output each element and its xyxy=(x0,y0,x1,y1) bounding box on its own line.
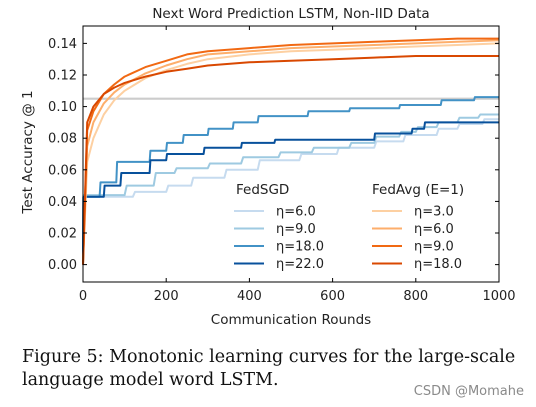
y-tick-label: 0.12 xyxy=(48,68,77,83)
legend-label: η=9.0 xyxy=(414,240,454,255)
caption-line-1: Figure 5: Monotonic learning curves for … xyxy=(22,347,516,367)
legend-title: FedSGD xyxy=(236,182,289,198)
y-tick-label: 0.14 xyxy=(48,37,77,52)
y-tick-label: 0.06 xyxy=(48,163,77,178)
legend-title: FedAvg (E=1) xyxy=(372,182,464,198)
y-tick-label: 0.08 xyxy=(48,132,77,147)
legend-label: η=18.0 xyxy=(414,257,462,272)
caption-line-2: language model word LSTM. xyxy=(22,370,279,390)
legend-label: η=9.0 xyxy=(276,222,316,237)
x-tick-label: 600 xyxy=(320,289,345,304)
series-line-0 xyxy=(82,118,499,265)
y-axis-label: Test Accuracy @ 1 xyxy=(20,90,36,214)
x-tick-label: 400 xyxy=(237,289,262,304)
y-tick-label: 0.10 xyxy=(48,100,77,115)
legend-label: η=3.0 xyxy=(414,205,454,220)
series-line-3 xyxy=(82,121,499,265)
legend-label: η=18.0 xyxy=(276,240,324,255)
x-tick-label: 800 xyxy=(403,289,428,304)
chart-title: Next Word Prediction LSTM, Non-IID Data xyxy=(152,6,429,22)
axes: 0 200 400 600 800 1000 0.00 0.02 0.04 0.06 0.08 0.1… xyxy=(48,25,516,304)
x-tick-label: 200 xyxy=(154,289,179,304)
x-tick-label: 1000 xyxy=(482,289,515,304)
y-tick-label: 0.00 xyxy=(48,258,77,273)
y-tick-label: 0.02 xyxy=(48,227,77,242)
legend-label: η=6.0 xyxy=(276,205,316,220)
series-line-4 xyxy=(82,42,500,265)
chart: Next Word Prediction LSTM, Non-IID Data … xyxy=(20,6,516,328)
series-line-7 xyxy=(82,55,499,265)
y-tick-label: 0.04 xyxy=(48,195,77,210)
plot-area xyxy=(82,37,500,265)
x-axis-label: Communication Rounds xyxy=(211,312,371,328)
legend-label: η=22.0 xyxy=(276,257,324,272)
plot-frame xyxy=(82,25,500,283)
x-tick-label: 0 xyxy=(79,289,87,304)
series-line-2 xyxy=(82,96,499,265)
figure-caption: Figure 5: Monotonic learning curves for … xyxy=(22,346,534,392)
series-line-5 xyxy=(82,39,500,265)
watermark-text: CSDN @Momahe xyxy=(413,384,524,399)
legend-label: η=6.0 xyxy=(414,222,454,237)
legend: FedSGD η=6.0 η=9.0 η=18.0 η=22.0 FedAvg (E=1)… xyxy=(234,182,464,272)
